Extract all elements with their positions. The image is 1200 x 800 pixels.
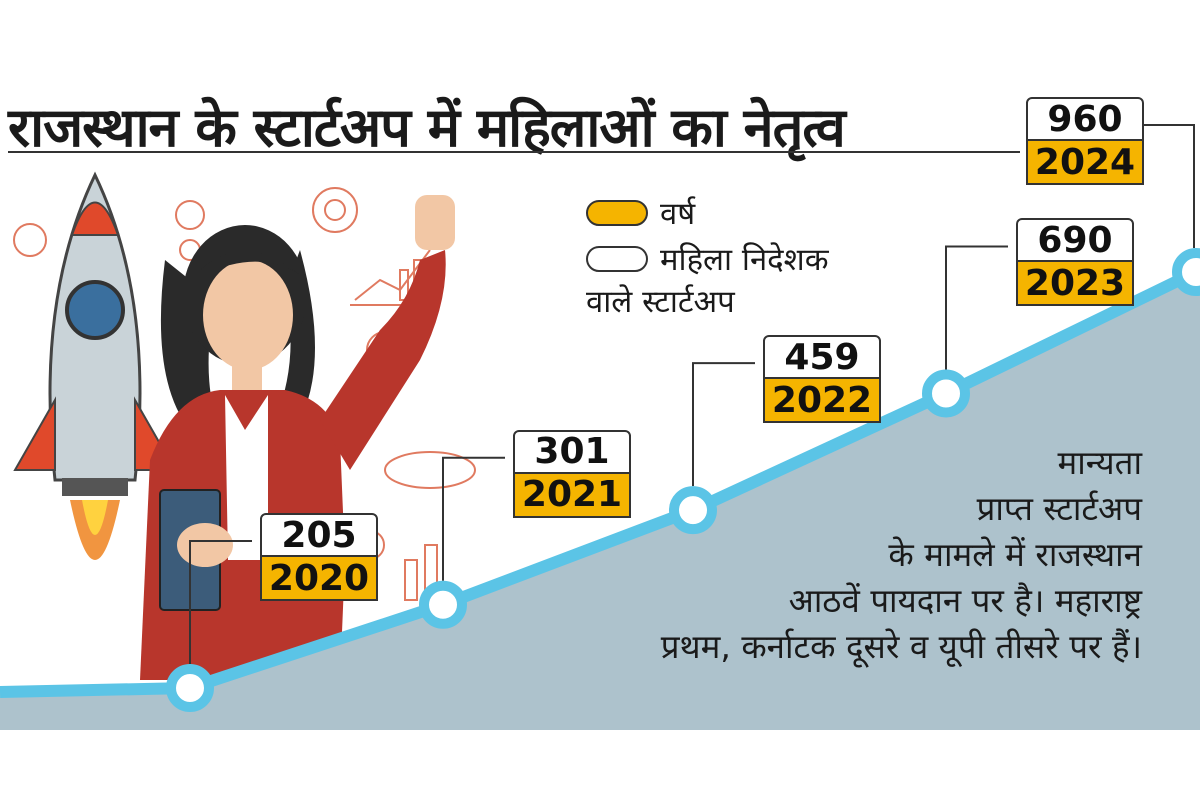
page-title: राजस्थान के स्टार्टअप में महिलाओं का नेत… [8,96,846,159]
data-label: 960 2024 [1026,97,1144,185]
data-point [669,486,717,535]
data-point [166,664,214,712]
leader-line [189,540,252,664]
data-label: 690 2023 [1016,218,1134,307]
year-label: 2021 [513,473,631,518]
value-label: 960 [1026,97,1144,141]
data-label: 301 2021 [513,429,631,518]
note-line: मान्यता [1057,443,1142,482]
year-label: 2020 [260,557,378,601]
value-label: 690 [1016,218,1134,263]
area-base [0,692,200,730]
legend-item-year: वर्ष [586,190,829,236]
data-label: 459 2022 [763,335,881,424]
year-label: 2023 [1016,262,1134,307]
woman-illustration [140,195,455,680]
legend-label-year: वर्ष [660,196,696,232]
note-line: के मामले में राजस्थान [888,535,1142,574]
legend-label-count: महिला निदेशक [660,242,829,278]
leader-line [945,245,1008,370]
legend-item-count: महिला निदेशक [586,236,829,282]
value-label: 205 [260,513,378,557]
legend: वर्ष महिला निदेशक वाले स्टार्टअप [586,190,829,322]
year-label: 2024 [1026,141,1144,185]
leader-line [692,362,755,487]
data-point [1172,248,1200,296]
note-line: आठवें पायदान पर है। महाराष्ट्र [788,581,1142,620]
legend-swatch-count [586,246,648,272]
note-line: प्राप्त स्टार्टअप [976,489,1142,528]
legend-label-count-2: वाले स्टार्टअप [586,284,735,320]
series-line [0,266,1199,698]
year-label: 2022 [763,379,881,424]
data-label: 205 2020 [260,513,378,601]
leader-line [442,456,505,581]
data-point [419,580,467,629]
value-label: 459 [763,335,881,380]
title-underline [8,151,1020,153]
legend-swatch-year [586,200,648,226]
value-label: 301 [513,429,631,474]
note-line: प्रथम, कर्नाटक दूसरे व यूपी तीसरे पर हैं… [660,627,1142,666]
illustration [13,171,476,680]
leader-line [1144,124,1195,248]
info-note: मान्यता प्राप्त स्टार्टअप के मामले में र… [502,440,1142,670]
data-point [922,369,970,418]
